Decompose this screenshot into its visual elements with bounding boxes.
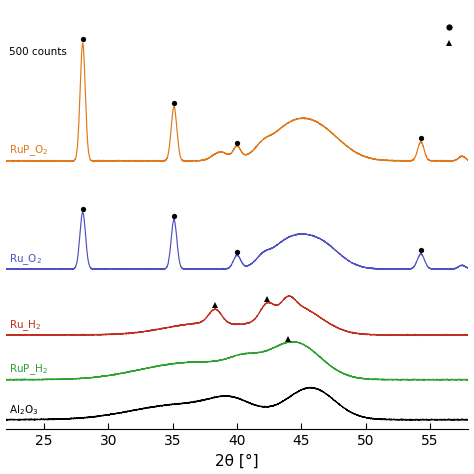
X-axis label: 2θ [°]: 2θ [°] (215, 454, 259, 468)
Text: Ru_H$_2$: Ru_H$_2$ (9, 318, 42, 333)
Text: RuP_H$_2$: RuP_H$_2$ (9, 363, 48, 377)
Text: Al$_2$O$_3$: Al$_2$O$_3$ (9, 403, 39, 417)
Text: RuP_O$_2$: RuP_O$_2$ (9, 144, 49, 158)
Text: 500 counts: 500 counts (9, 46, 67, 57)
Text: Ru_O$_2$: Ru_O$_2$ (9, 252, 43, 267)
